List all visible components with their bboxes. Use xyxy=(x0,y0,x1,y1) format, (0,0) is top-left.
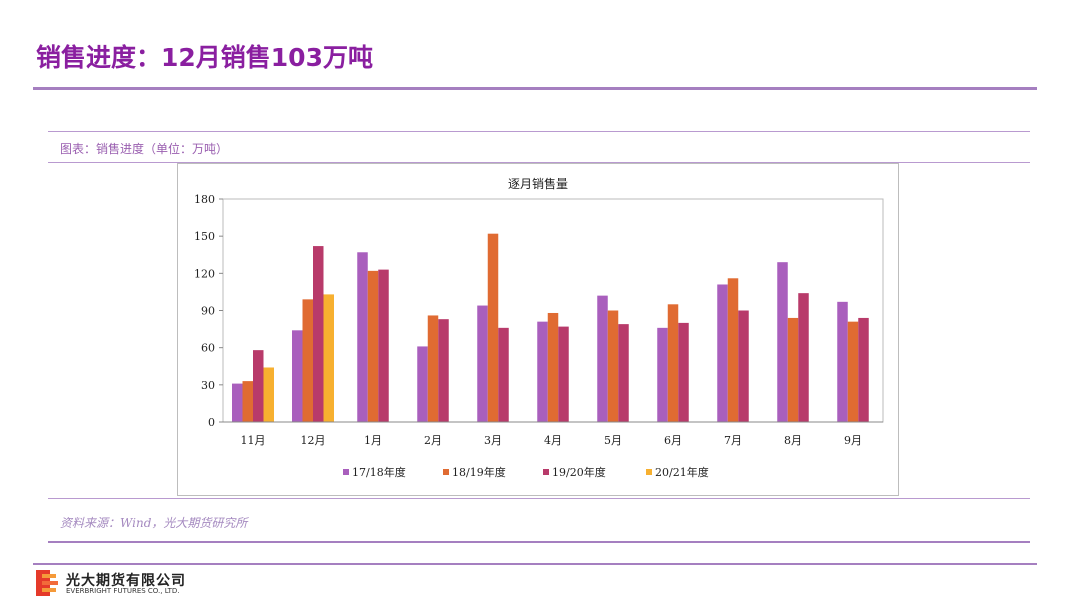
source-bottom-divider xyxy=(48,541,1030,543)
bar xyxy=(313,246,324,422)
bar xyxy=(253,350,264,422)
legend-swatch xyxy=(343,469,349,475)
bar xyxy=(547,312,559,422)
bar xyxy=(378,269,389,422)
bar xyxy=(657,327,668,422)
bar xyxy=(607,310,619,422)
company-name-cn: 光大期货有限公司 xyxy=(66,573,186,589)
legend-swatch xyxy=(543,469,549,475)
caption-top-divider xyxy=(48,131,1030,132)
bar xyxy=(232,383,243,422)
x-tick-label: 12月 xyxy=(301,434,326,447)
bar xyxy=(438,319,449,422)
bar xyxy=(717,284,728,422)
x-tick-label: 1月 xyxy=(364,434,382,447)
legend-swatch xyxy=(646,469,652,475)
bar xyxy=(678,322,689,422)
bar xyxy=(498,327,509,422)
bar xyxy=(618,324,629,422)
bar xyxy=(242,381,253,422)
bar xyxy=(858,317,869,422)
page-title: 销售进度：12月销售103万吨 xyxy=(36,43,373,72)
source-top-divider xyxy=(48,498,1030,499)
bar xyxy=(357,252,368,422)
legend-label: 17/18年度 xyxy=(352,465,406,479)
y-tick-label: 60 xyxy=(201,342,215,355)
bar xyxy=(302,299,313,422)
chart-title: 逐月销售量 xyxy=(508,176,568,191)
x-tick-label: 4月 xyxy=(544,434,562,447)
bar xyxy=(487,233,499,422)
bar xyxy=(477,305,488,422)
x-tick-label: 7月 xyxy=(724,434,742,447)
y-tick-label: 180 xyxy=(194,193,215,206)
x-tick-label: 2月 xyxy=(424,434,442,447)
y-tick-label: 0 xyxy=(208,416,215,429)
bar xyxy=(367,270,379,422)
company-logo-icon xyxy=(36,570,58,600)
bar xyxy=(847,321,859,422)
bar xyxy=(417,346,428,422)
y-tick-label: 120 xyxy=(194,267,215,280)
legend-label: 19/20年度 xyxy=(552,465,606,479)
legend-swatch xyxy=(443,469,449,475)
chart-container: 逐月销售量 0 30 60 90 120 150 180 11月 12月 1月 2月 3月 4月 5月 6月… xyxy=(177,163,899,496)
bar xyxy=(292,330,303,422)
bar xyxy=(798,293,809,422)
bar xyxy=(787,317,799,422)
legend-label: 20/21年度 xyxy=(655,465,709,479)
title-divider xyxy=(33,87,1037,90)
y-tick-label: 150 xyxy=(194,230,215,243)
bar xyxy=(727,278,739,422)
x-tick-label: 8月 xyxy=(784,434,802,447)
bar xyxy=(597,295,608,422)
y-tick-label: 90 xyxy=(201,305,215,318)
caption-bottom-divider xyxy=(48,162,1030,163)
bar xyxy=(777,262,788,422)
bar xyxy=(738,310,749,422)
source-note: 资料来源：Wind，光大期货研究所 xyxy=(60,516,248,530)
bar xyxy=(323,294,334,422)
footer-divider xyxy=(33,563,1037,565)
y-tick-label: 30 xyxy=(201,379,215,392)
company-name-en: EVERBRIGHT FUTURES CO., LTD. xyxy=(66,587,180,595)
bar xyxy=(558,326,569,422)
chart-caption: 图表：销售进度（单位：万吨） xyxy=(60,142,229,156)
bar xyxy=(537,321,548,422)
bar xyxy=(263,367,274,422)
x-tick-label: 11月 xyxy=(241,434,266,447)
x-tick-label: 9月 xyxy=(844,434,862,447)
bar-chart: 逐月销售量 0 30 60 90 120 150 180 11月 12月 1月 2月 3月 4月 5月 6月… xyxy=(194,176,884,479)
bar xyxy=(427,315,439,422)
x-tick-label: 5月 xyxy=(604,434,622,447)
legend-label: 18/19年度 xyxy=(452,465,506,479)
bar xyxy=(837,301,848,422)
bar xyxy=(667,304,679,422)
x-tick-label: 3月 xyxy=(484,434,502,447)
x-tick-label: 6月 xyxy=(664,434,682,447)
